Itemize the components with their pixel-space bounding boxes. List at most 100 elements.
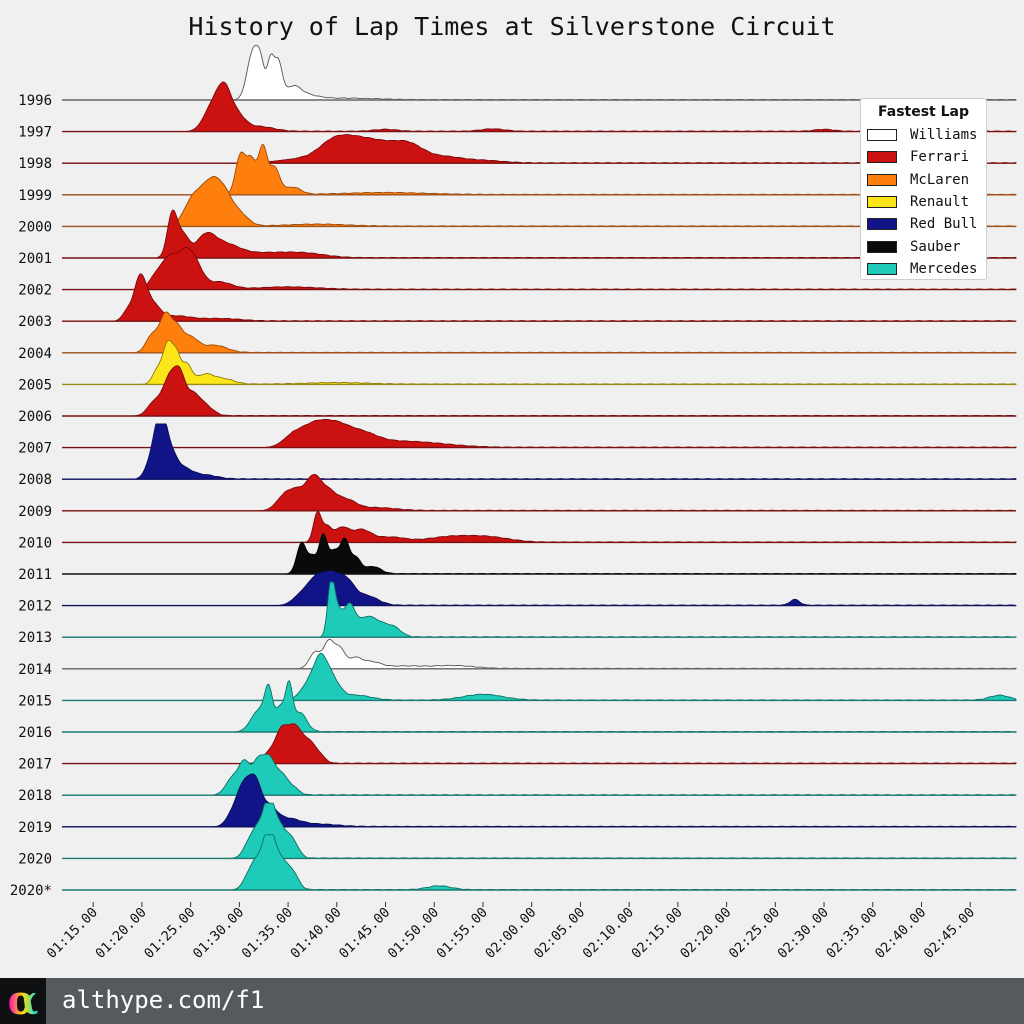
x-tick-label: 01:35.00 bbox=[239, 905, 296, 962]
x-tick-label: 01:45.00 bbox=[336, 905, 393, 962]
year-label-2013: 2013 bbox=[18, 630, 52, 646]
year-label-2020*: 2020* bbox=[10, 883, 52, 899]
legend-swatch bbox=[867, 262, 897, 275]
ridge-2002 bbox=[62, 246, 1017, 291]
ridge-2012 bbox=[62, 570, 1017, 607]
x-tick-label: 02:15.00 bbox=[628, 905, 685, 962]
x-tick-label: 01:40.00 bbox=[287, 905, 344, 962]
year-label-2019: 2019 bbox=[18, 820, 52, 836]
legend-item-mclaren: McLaren bbox=[867, 170, 969, 190]
year-label-2007: 2007 bbox=[18, 441, 52, 457]
ridge-area-2020 bbox=[62, 802, 1017, 859]
x-tick-label: 01:50.00 bbox=[385, 905, 442, 962]
x-tick-label: 02:40.00 bbox=[872, 905, 929, 962]
x-tick-label: 02:20.00 bbox=[677, 905, 734, 962]
year-label-2014: 2014 bbox=[18, 662, 52, 678]
ridge-2015 bbox=[62, 652, 1017, 702]
x-tick-label: 01:30.00 bbox=[190, 905, 247, 962]
x-tick-label: 01:15.00 bbox=[44, 905, 101, 962]
x-tick-label: 02:45.00 bbox=[921, 905, 978, 962]
ridge-area-2015 bbox=[62, 652, 1017, 701]
legend-label: Mercedes bbox=[910, 260, 978, 277]
x-tick-label: 02:25.00 bbox=[726, 905, 783, 962]
ridge-area-2011 bbox=[62, 533, 1017, 575]
x-tick-label: 01:55.00 bbox=[433, 905, 490, 962]
ridge-area-2009 bbox=[62, 474, 1017, 512]
ridge-2011 bbox=[62, 533, 1017, 575]
ridge-2006 bbox=[62, 365, 1017, 417]
ridge-2010 bbox=[62, 510, 1017, 544]
ridge-2018 bbox=[62, 753, 1017, 796]
ridge-2016 bbox=[62, 679, 1017, 733]
year-label-2002: 2002 bbox=[18, 283, 52, 299]
legend-swatch bbox=[867, 195, 897, 208]
year-label-2001: 2001 bbox=[18, 251, 52, 267]
ridge-area-2008 bbox=[62, 423, 1017, 480]
ridge-2020 bbox=[62, 802, 1017, 860]
legend-item-red-bull: Red Bull bbox=[867, 214, 977, 234]
ridge-area-2013 bbox=[62, 581, 1017, 638]
ridge-area-2017 bbox=[62, 723, 1017, 765]
footer-bar: α althype.com/f1 bbox=[0, 978, 1024, 1024]
footer-url[interactable]: althype.com/f1 bbox=[62, 986, 265, 1014]
year-label-1999: 1999 bbox=[18, 188, 52, 204]
x-tick-label: 02:35.00 bbox=[823, 905, 880, 962]
legend-label: Ferrari bbox=[910, 149, 970, 166]
ridge-area-2018 bbox=[62, 753, 1017, 796]
ridge-2007 bbox=[62, 418, 1017, 449]
legend-swatch bbox=[867, 151, 897, 164]
ridge-area-2016 bbox=[62, 679, 1017, 733]
x-tick-label: 01:20.00 bbox=[92, 905, 149, 962]
ridgeline-chart: 1996 1997 1998 1999 2000 2001 2002 2003 2004 2005… bbox=[10, 44, 1017, 962]
legend-swatch bbox=[867, 129, 897, 141]
x-axis: 01:15.0001:20.0001:25.0001:30.0001:35.00… bbox=[44, 902, 978, 962]
ridge-2014 bbox=[62, 638, 1017, 670]
year-label-2020: 2020 bbox=[18, 851, 52, 867]
year-label-2017: 2017 bbox=[18, 757, 52, 773]
legend-item-sauber: Sauber bbox=[867, 237, 961, 257]
ridge-area-2019 bbox=[62, 773, 1017, 828]
ridge-area-2020* bbox=[62, 834, 1017, 891]
ridge-2009 bbox=[62, 474, 1017, 512]
year-label-2003: 2003 bbox=[18, 314, 52, 330]
ridge-2000 bbox=[62, 176, 1017, 228]
year-label-2008: 2008 bbox=[18, 472, 52, 488]
x-tick-label: 02:05.00 bbox=[531, 905, 588, 962]
legend-label: Williams bbox=[910, 127, 978, 143]
year-label-2000: 2000 bbox=[18, 219, 52, 235]
legend-label: McLaren bbox=[910, 171, 970, 188]
year-label-2009: 2009 bbox=[18, 504, 52, 520]
logo: α bbox=[0, 978, 46, 1024]
year-label-2018: 2018 bbox=[18, 788, 52, 804]
ridge-2005 bbox=[62, 339, 1017, 386]
legend-title: Fastest Lap bbox=[878, 104, 969, 120]
year-label-2012: 2012 bbox=[18, 599, 52, 615]
ridge-area-2010 bbox=[62, 510, 1017, 543]
x-tick-label: 02:30.00 bbox=[775, 905, 832, 962]
ridge-2020* bbox=[62, 834, 1017, 891]
legend-swatch bbox=[867, 218, 897, 231]
chart-title: History of Lap Times at Silverstone Circ… bbox=[188, 12, 836, 41]
ridge-2017 bbox=[62, 723, 1017, 765]
year-label-2005: 2005 bbox=[18, 377, 52, 393]
year-label-1998: 1998 bbox=[18, 156, 52, 172]
year-label-2010: 2010 bbox=[18, 535, 52, 551]
legend-swatch bbox=[867, 240, 897, 253]
ridge-2008 bbox=[62, 423, 1017, 480]
x-tick-label: 01:25.00 bbox=[141, 905, 198, 962]
ridge-2004 bbox=[62, 311, 1017, 354]
year-label-2004: 2004 bbox=[18, 346, 52, 362]
legend-item-ferrari: Ferrari bbox=[867, 147, 969, 167]
ridge-area-1996 bbox=[62, 44, 1017, 101]
year-label-2015: 2015 bbox=[18, 693, 52, 709]
ridges bbox=[62, 44, 1017, 891]
ridge-1998 bbox=[62, 134, 1017, 164]
ridge-area-2014 bbox=[62, 638, 1017, 670]
year-labels: 1996 1997 1998 1999 2000 2001 2002 2003 2004 2005… bbox=[10, 93, 52, 899]
ridge-2003 bbox=[62, 273, 1017, 322]
year-label-1996: 1996 bbox=[18, 93, 52, 109]
legend-swatch bbox=[867, 173, 897, 186]
year-label-2006: 2006 bbox=[18, 409, 52, 425]
legend-label: Red Bull bbox=[910, 216, 978, 233]
legend-item-mercedes: Mercedes bbox=[867, 259, 977, 279]
